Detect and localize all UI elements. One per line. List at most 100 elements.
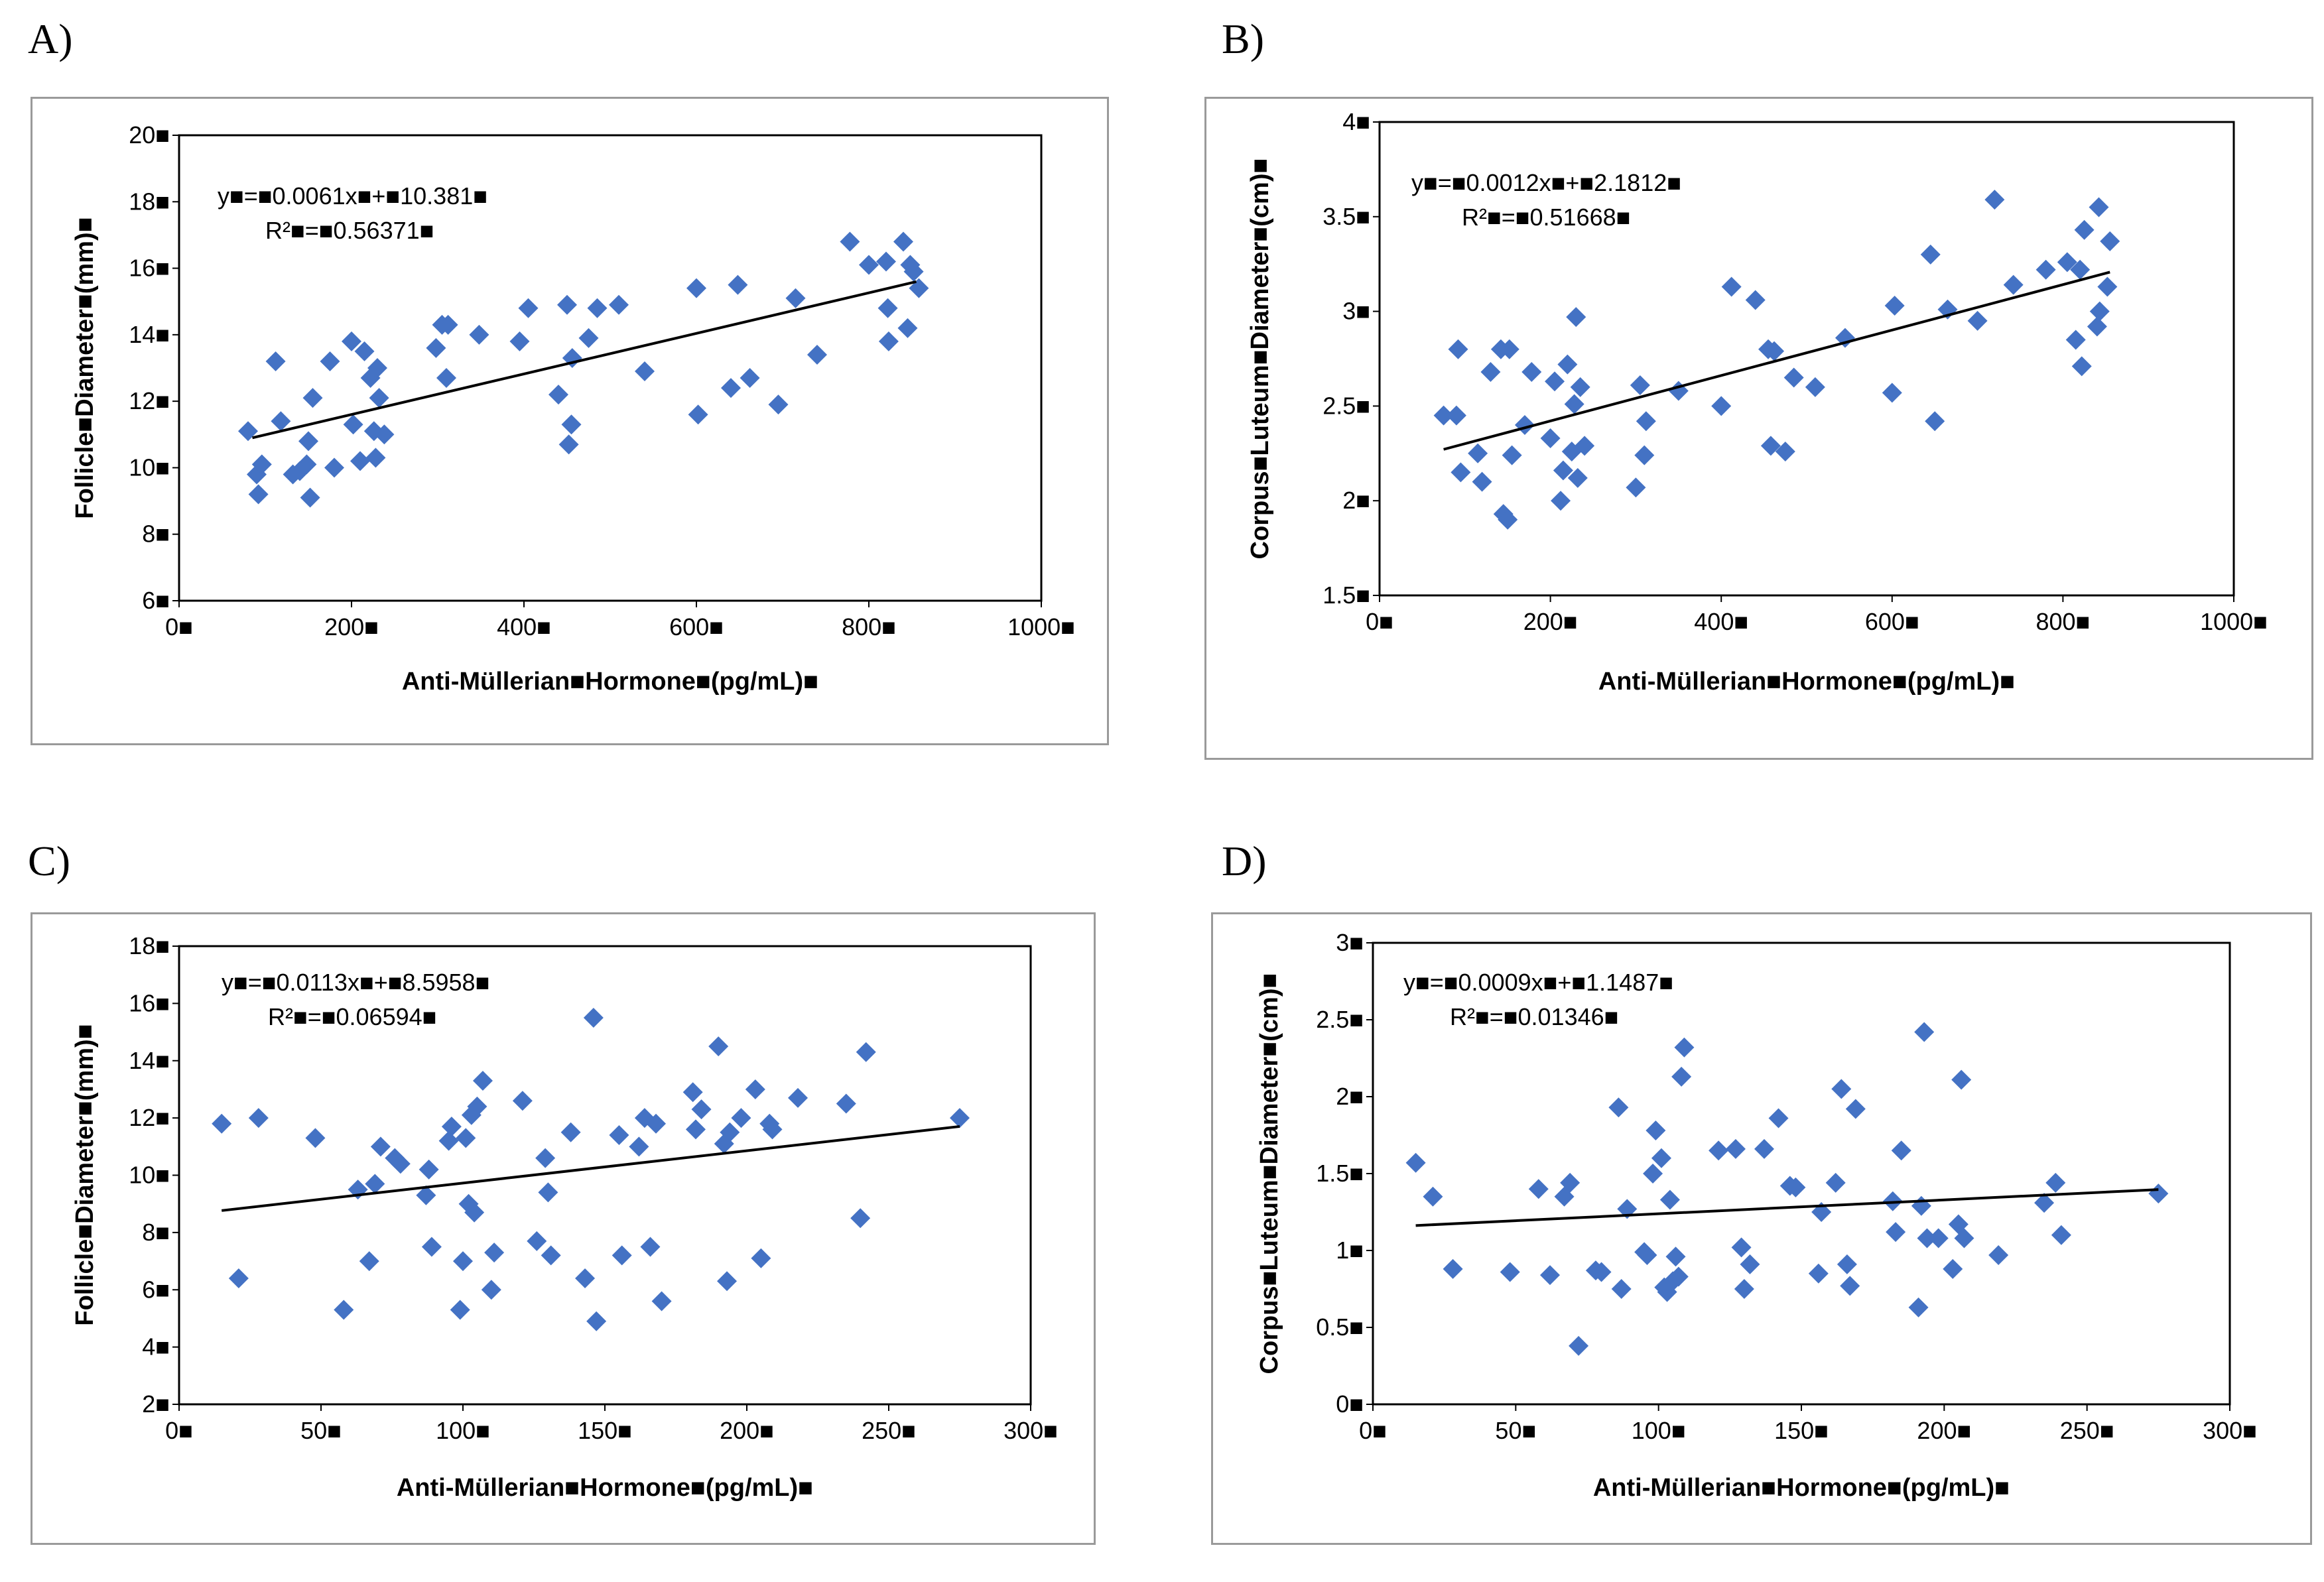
panel-b-data-point <box>1545 371 1565 392</box>
panel-c-data-point <box>481 1280 501 1300</box>
panel-b-data-point <box>1783 367 1804 388</box>
panel-a-data-point <box>265 351 286 371</box>
panel-c-data-point <box>421 1237 442 1257</box>
panel-b-data-point <box>1626 477 1646 498</box>
panel-c-data-point <box>717 1271 738 1292</box>
panel-a-data-point <box>721 378 741 398</box>
panel-a-x-tick-label: 200■ <box>324 613 379 640</box>
panel-a-trendline-equation: y■=■0.0061x■+■10.381■ <box>218 182 487 210</box>
panel-a-data-point <box>635 361 655 382</box>
panel-d-data-point <box>1659 1189 1680 1210</box>
panel-b-data-point <box>1564 394 1584 414</box>
panel-b-x-tick-label: 1000■ <box>2200 608 2268 635</box>
panel-b-data-point <box>1925 411 1945 432</box>
panel-a-x-tick-label: 800■ <box>842 613 896 640</box>
panel-a-data-point <box>369 388 389 408</box>
panel-c-data-point <box>640 1237 661 1257</box>
panel-b-data-point <box>2065 330 2086 350</box>
panel-c-data-point <box>691 1099 712 1120</box>
panel-d-data-point <box>1917 1228 1937 1248</box>
panel-a-data-point <box>343 414 363 435</box>
panel-b-data-point <box>2100 231 2120 251</box>
panel-d-y-tick-label: 1■ <box>1336 1237 1364 1264</box>
panel-a-data-point <box>893 231 913 252</box>
panel-c-data-point <box>685 1119 706 1140</box>
panel-b-data-point <box>1499 339 1519 359</box>
panel-c-data-point <box>212 1113 232 1134</box>
panel-c-data-point <box>370 1136 391 1157</box>
panel-c-data-point <box>856 1042 876 1062</box>
panel-a-data-point <box>578 328 599 348</box>
panel-b-data-point <box>1760 436 1781 456</box>
panel-a-data-point <box>302 388 323 408</box>
panel-c-r-squared: R²■=■0.06594■ <box>268 1003 436 1030</box>
panel-d-data-point <box>1668 1266 1689 1287</box>
panel-d-x-tick-label: 150■ <box>1774 1417 1829 1444</box>
panel-d-data-point <box>1637 1245 1657 1265</box>
panel-d-x-tick-label: 250■ <box>2060 1417 2114 1444</box>
panel-a-data-point <box>859 255 879 275</box>
panel-b-data-point <box>1636 411 1656 432</box>
panel-d-data-point <box>1423 1186 1443 1207</box>
panel-c-data-point <box>527 1231 547 1251</box>
panel-a-data-point <box>686 278 706 298</box>
panel-c-data-point <box>390 1154 411 1174</box>
panel-a-plot-area <box>178 134 1043 602</box>
panel-a-data-point <box>903 261 924 282</box>
panel-c-data-point <box>836 1093 856 1114</box>
panel-a-data-point <box>238 421 258 442</box>
panel-d-data-point <box>1540 1265 1561 1286</box>
panel-c-data-point <box>950 1108 970 1128</box>
panel-c-data-point <box>651 1291 672 1311</box>
panel-c-x-tick-label: 200■ <box>720 1417 774 1444</box>
panel-d-data-point <box>1560 1172 1581 1193</box>
panel-c-y-tick-label: 18■ <box>129 932 170 959</box>
panel-b-data-point <box>2087 316 2107 337</box>
panel-a-data-point <box>557 294 577 315</box>
panel-b-data-point <box>1884 296 1905 316</box>
panel-b-letter: B) <box>1222 15 1264 62</box>
panel-b-data-point <box>1480 361 1501 382</box>
panel-b-y-tick-label: 4■ <box>1342 108 1370 135</box>
panel-b-data-point <box>2035 259 2056 280</box>
panel-d-data-point <box>1611 1279 1632 1299</box>
panel-d-data-point <box>1608 1097 1629 1118</box>
panel-d-data-point <box>1886 1222 1906 1243</box>
panel-c-data-point <box>334 1300 354 1320</box>
panel-a-data-point <box>248 484 269 505</box>
panel-a-data-point <box>609 294 629 315</box>
panel-b-data-point <box>1557 354 1578 375</box>
panel-a-x-tick-label: 0■ <box>165 613 193 640</box>
panel-a-data-point <box>509 331 530 351</box>
panel-c-data-point <box>583 1007 604 1028</box>
panel-d-data-point <box>1569 1335 1589 1356</box>
panel-c-trendline-equation: y■=■0.0113x■+■8.5958■ <box>222 969 489 996</box>
panel-b-r-squared: R²■=■0.51668■ <box>1462 204 1630 231</box>
panel-d-data-point <box>1768 1108 1789 1128</box>
panel-c-data-point <box>416 1185 436 1205</box>
panel-d-y-tick-label: 1.5■ <box>1316 1160 1364 1187</box>
panel-d-data-point <box>1845 1099 1866 1119</box>
panel-b-x-tick-label: 0■ <box>1366 608 1393 635</box>
panel-a-data-point <box>324 457 344 478</box>
panel-d-x-tick-label: 100■ <box>1632 1417 1686 1444</box>
panel-b-data-point <box>1498 509 1518 530</box>
panel-d-data-point <box>1808 1263 1829 1284</box>
panel-d-data-point <box>1840 1276 1860 1296</box>
panel-b-data-point <box>2057 252 2077 273</box>
panel-b-y-tick-label: 3■ <box>1342 298 1370 325</box>
panel-c-data-point <box>467 1096 487 1117</box>
panel-b-data-point <box>1775 441 1795 461</box>
panel-c-data-point <box>438 1130 459 1151</box>
panel-c-y-axis-title: Follicle■Diameter■(mm)■ <box>71 1024 99 1325</box>
panel-a-r-squared: R²■=■0.56371■ <box>265 217 434 244</box>
panel-c-data-point <box>682 1082 703 1103</box>
panel-d-trendline-equation: y■=■0.0009x■+■1.1487■ <box>1403 969 1673 996</box>
panel-b-data-point <box>1575 436 1595 456</box>
panel-a-data-point <box>438 314 458 335</box>
panel-c-x-axis-title: Anti-Müllerian■Hormone■(pg/mL)■ <box>397 1474 813 1502</box>
panel-b-data-point <box>1446 405 1466 426</box>
panel-b-data-point <box>1451 462 1471 483</box>
panel-d-data-point <box>1665 1247 1686 1267</box>
panel-a-data-point <box>298 431 318 452</box>
